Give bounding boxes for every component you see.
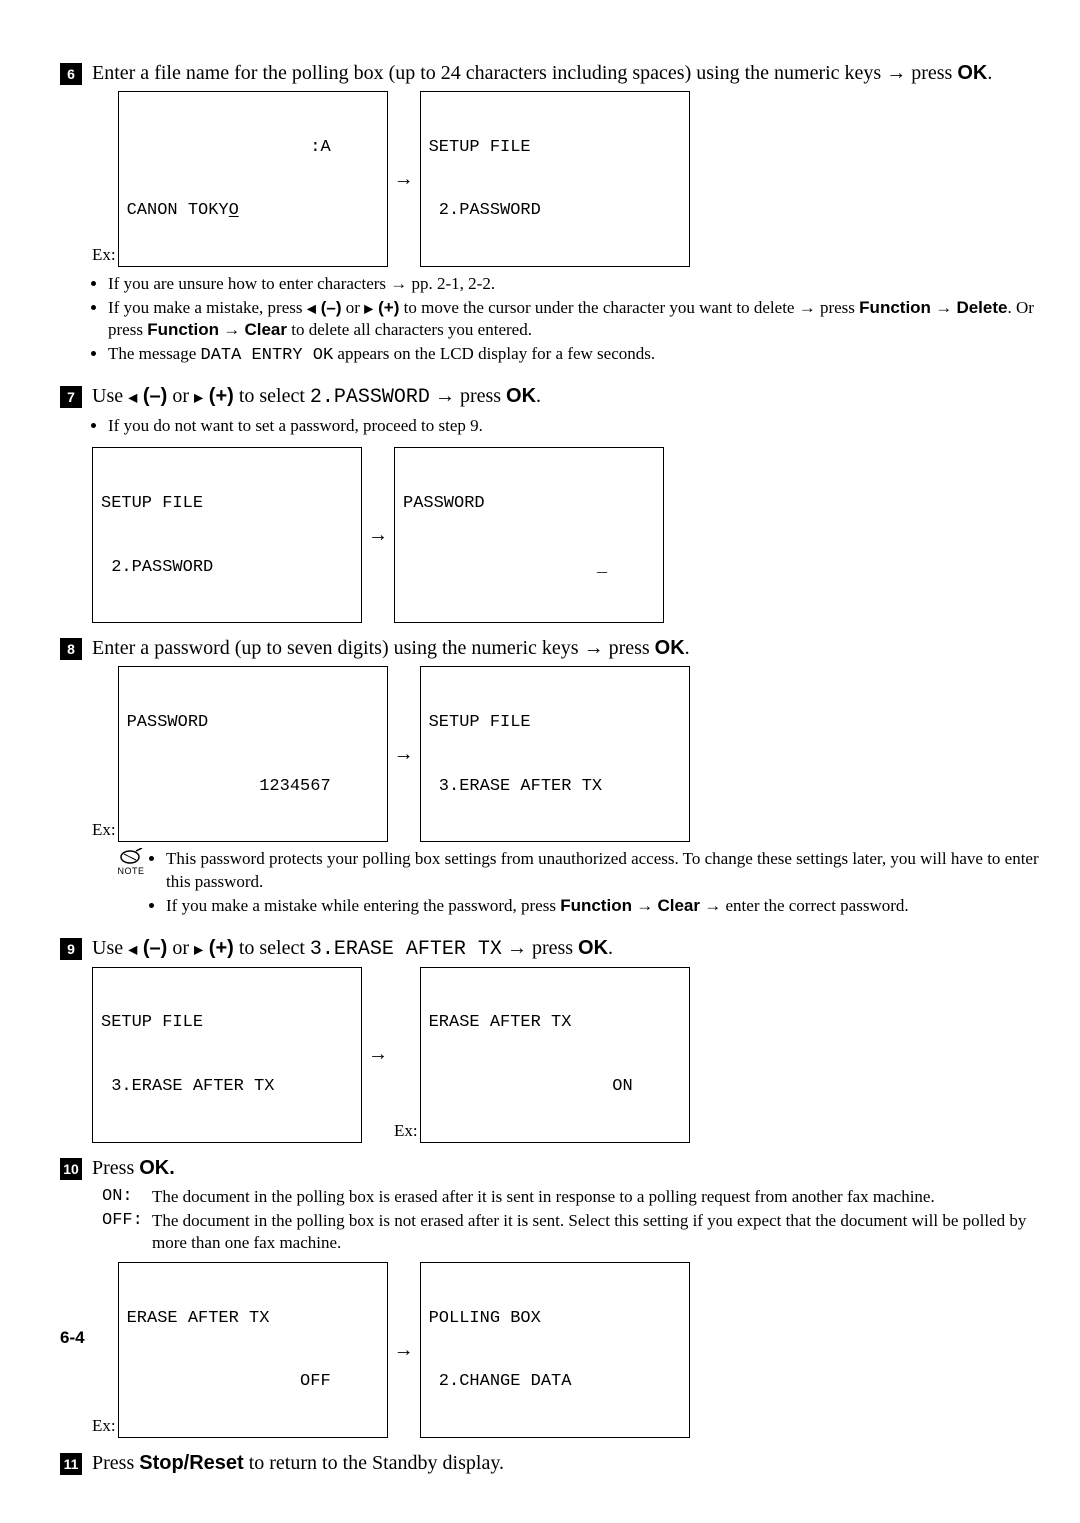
arrow-icon: →	[394, 168, 414, 191]
arrow-icon: →	[368, 1043, 388, 1066]
lcd-row: Ex: ERASE AFTER TX OFF → POLLING BOX 2.C…	[92, 1262, 1040, 1438]
lcd-row: Ex: PASSWORD 1234567 → SETUP FILE 3.ERAS…	[92, 666, 1040, 842]
triangle-right-icon: ▶	[194, 942, 203, 956]
step-text: Use ◀ (–) or ▶ (+) to select 3.ERASE AFT…	[92, 935, 1040, 963]
step-text: Press Stop/Reset to return to the Standb…	[92, 1450, 1040, 1477]
lcd-display: :A CANON TOKYO̲	[118, 91, 388, 267]
bullet-item: If you are unsure how to enter character…	[108, 273, 1040, 295]
bullet-item: The message DATA ENTRY OK appears on the…	[108, 343, 1040, 367]
lcd-display: PASSWORD _	[394, 447, 664, 623]
ex-label: Ex:	[92, 820, 116, 840]
step-body: Use ◀ (–) or ▶ (+) to select 3.ERASE AFT…	[92, 935, 1040, 1149]
lcd-display: ERASE AFTER TX OFF	[118, 1262, 388, 1438]
step-body: Use ◀ (–) or ▶ (+) to select 2.PASSWORD …	[92, 383, 1040, 629]
step-number: 10	[60, 1158, 82, 1180]
note-block: NOTE This password protects your polling…	[112, 848, 1040, 918]
definition-list: ON: The document in the polling box is e…	[102, 1186, 1040, 1254]
lcd-display: SETUP FILE 3.ERASE AFTER TX	[92, 967, 362, 1143]
step-text: Use ◀ (–) or ▶ (+) to select 2.PASSWORD …	[92, 383, 1040, 411]
step-number: 8	[60, 638, 82, 660]
step-11: 11 Press Stop/Reset to return to the Sta…	[60, 1450, 1040, 1477]
step-10: 10 Press OK. ON: The document in the pol…	[60, 1155, 1040, 1444]
arrow-icon: →	[394, 743, 414, 766]
note-item: If you make a mistake while entering the…	[166, 895, 1040, 917]
bullet-item: If you make a mistake, press ◀ (–) or ▶ …	[108, 297, 1040, 341]
lcd-display: PASSWORD 1234567	[118, 666, 388, 842]
lcd-display: SETUP FILE 2.PASSWORD	[92, 447, 362, 623]
lcd-display: POLLING BOX 2.CHANGE DATA	[420, 1262, 690, 1438]
bullet-item: If you do not want to set a password, pr…	[108, 415, 1040, 437]
step-6: 6 Enter a file name for the polling box …	[60, 60, 1040, 377]
triangle-left-icon: ◀	[307, 301, 316, 315]
step-number: 11	[60, 1453, 82, 1475]
lcd-display: SETUP FILE 3.ERASE AFTER TX	[420, 666, 690, 842]
step-body: Enter a file name for the polling box (u…	[92, 60, 1040, 377]
arrow-icon: →	[368, 524, 388, 547]
def-on: ON: The document in the polling box is e…	[102, 1186, 1040, 1208]
def-off: OFF: The document in the polling box is …	[102, 1210, 1040, 1254]
lcd-display: ERASE AFTER TX ON	[420, 967, 690, 1143]
lcd-row: Ex: :A CANON TOKYO̲ → SETUP FILE 2.PASSW…	[92, 91, 1040, 267]
ex-label: Ex:	[92, 1416, 116, 1436]
ex-label: Ex:	[92, 245, 116, 265]
step-text: Enter a password (up to seven digits) us…	[92, 635, 1040, 662]
step-9: 9 Use ◀ (–) or ▶ (+) to select 3.ERASE A…	[60, 935, 1040, 1149]
lcd-display: SETUP FILE 2.PASSWORD	[420, 91, 690, 267]
lcd-row: SETUP FILE 3.ERASE AFTER TX → Ex: ERASE …	[92, 967, 1040, 1143]
note-list: This password protects your polling box …	[150, 848, 1040, 918]
step-8: 8 Enter a password (up to seven digits) …	[60, 635, 1040, 928]
step-number: 7	[60, 386, 82, 408]
triangle-right-icon: ▶	[364, 301, 373, 315]
step-body: Press Stop/Reset to return to the Standb…	[92, 1450, 1040, 1477]
step-body: Enter a password (up to seven digits) us…	[92, 635, 1040, 928]
triangle-right-icon: ▶	[194, 391, 203, 405]
step-number: 9	[60, 938, 82, 960]
step-text: Press OK.	[92, 1155, 1040, 1182]
note-icon: NOTE	[112, 848, 150, 918]
page-number: 6-4	[60, 1328, 85, 1348]
ex-label: Ex:	[394, 1121, 418, 1141]
step-7: 7 Use ◀ (–) or ▶ (+) to select 2.PASSWOR…	[60, 383, 1040, 629]
step-text: Enter a file name for the polling box (u…	[92, 60, 1040, 87]
lcd-row: SETUP FILE 2.PASSWORD → PASSWORD _	[92, 447, 1040, 623]
step-number: 6	[60, 63, 82, 85]
bullet-list: If you are unsure how to enter character…	[92, 273, 1040, 367]
arrow-icon: →	[394, 1339, 414, 1362]
bullet-list: If you do not want to set a password, pr…	[92, 415, 1040, 437]
step-body: Press OK. ON: The document in the pollin…	[92, 1155, 1040, 1444]
triangle-left-icon: ◀	[128, 942, 137, 956]
triangle-left-icon: ◀	[128, 391, 137, 405]
note-item: This password protects your polling box …	[166, 848, 1040, 892]
